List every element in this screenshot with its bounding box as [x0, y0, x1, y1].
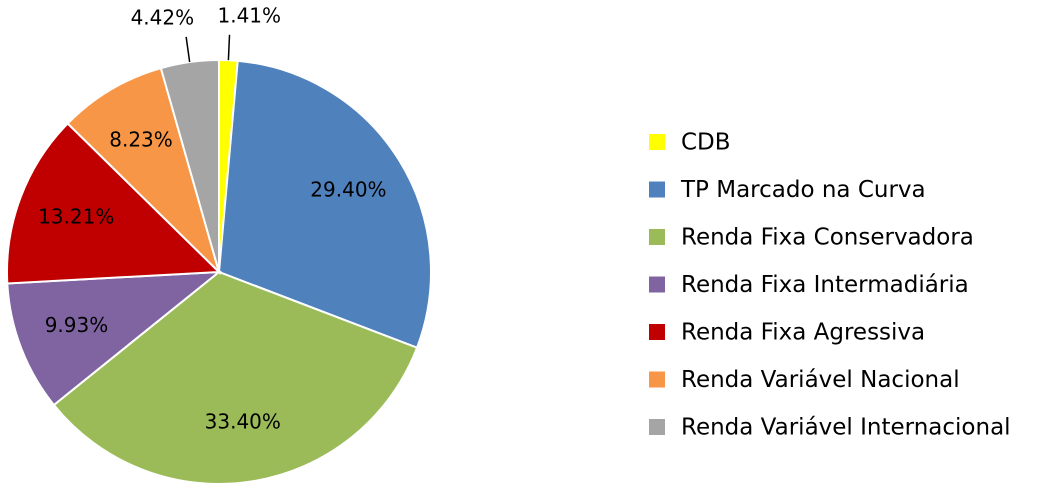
pie-slice — [217, 59, 432, 349]
data-label: 4.42% — [131, 5, 195, 29]
leader-line — [185, 36, 191, 63]
data-label: 29.40% — [310, 178, 386, 202]
legend-label: TP Marcado na Curva — [680, 177, 926, 203]
pie-slice — [6, 122, 222, 285]
legend-label: Renda Variável Internacional — [681, 415, 1011, 441]
legend-label: Renda Variável Nacional — [681, 367, 960, 393]
legend-label: CDB — [681, 130, 731, 156]
legend-swatch — [649, 419, 665, 435]
legend-label: Renda Fixa Intermadiária — [681, 272, 969, 298]
legend-label: Renda Fixa Agressiva — [681, 320, 925, 346]
pie-slice — [66, 66, 221, 276]
legend-swatch — [649, 324, 665, 340]
legend-swatch — [649, 276, 665, 293]
pie-slice — [52, 270, 419, 484]
legend-label: Renda Fixa Conservadora — [681, 225, 974, 251]
pie-slice — [6, 270, 223, 407]
legend-swatch — [649, 134, 665, 150]
legend-swatch — [649, 371, 665, 388]
data-label: 8.23% — [109, 127, 173, 151]
data-label: 13.21% — [38, 205, 114, 229]
data-label: 33.40% — [205, 409, 281, 433]
legend-swatch — [649, 229, 665, 245]
data-label: 1.41% — [218, 3, 282, 27]
legend-swatch — [649, 181, 665, 198]
pie-slice — [159, 58, 220, 273]
leader-line — [227, 34, 231, 61]
data-label: 9.93% — [45, 313, 109, 337]
